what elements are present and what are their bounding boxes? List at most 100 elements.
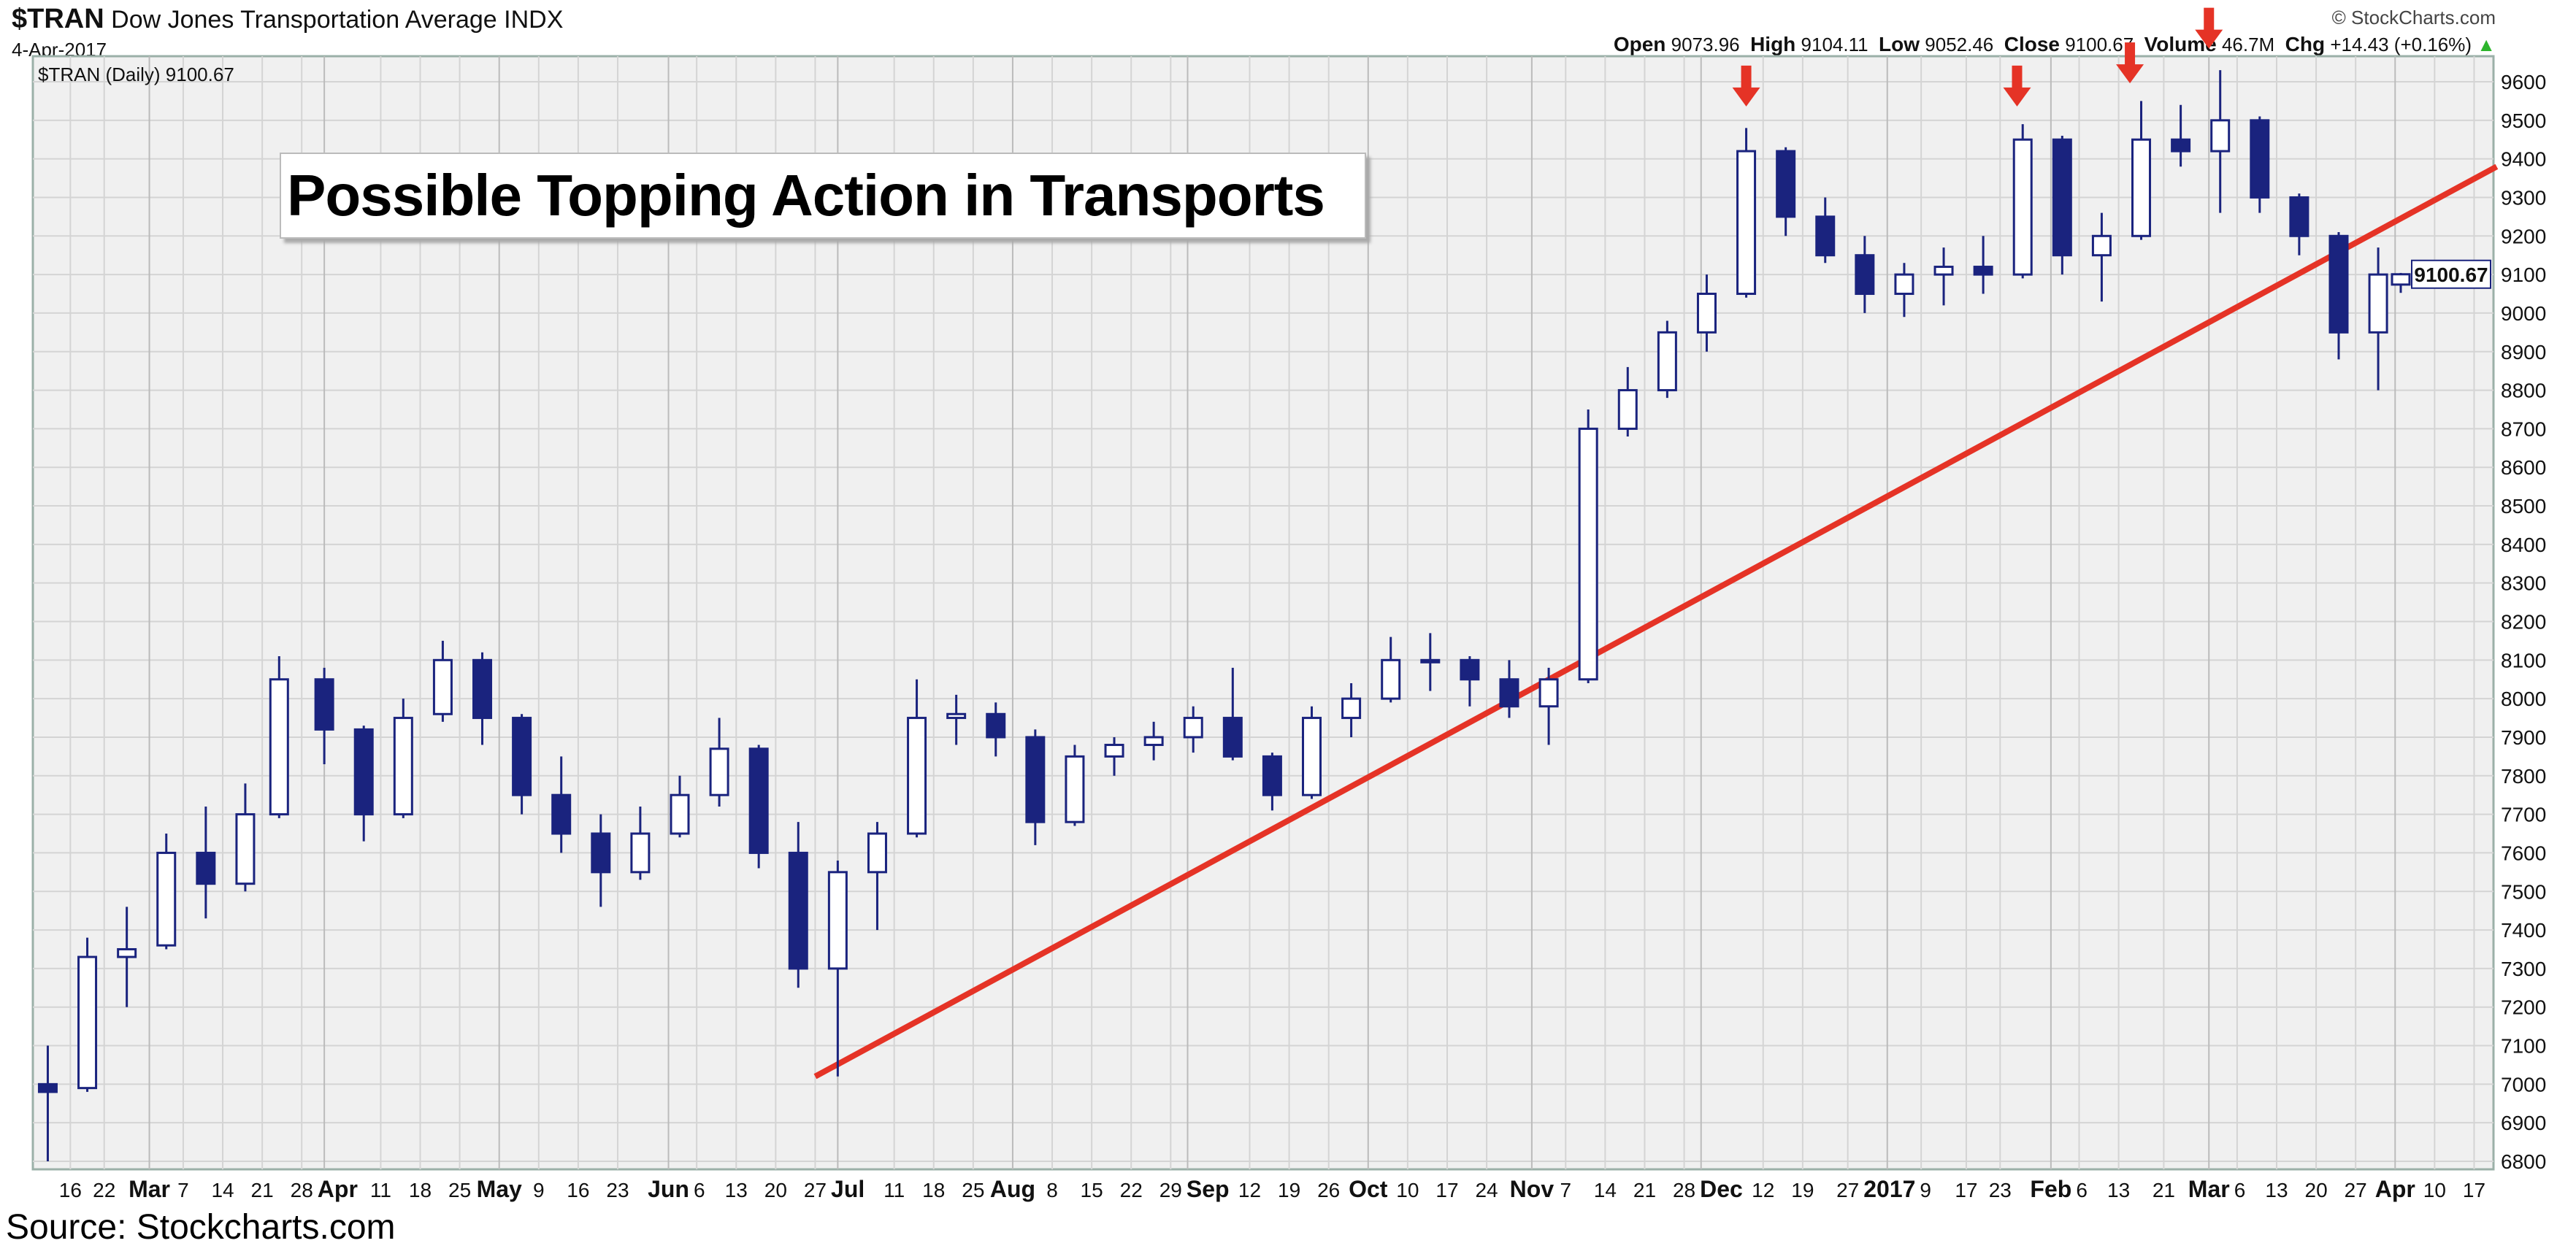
symbol: $TRAN bbox=[12, 4, 104, 34]
x-tick-label: Feb bbox=[2030, 1176, 2071, 1202]
x-tick-label: 28 bbox=[291, 1179, 313, 1201]
x-tick-label: 16 bbox=[59, 1179, 82, 1201]
down-arrow-marker bbox=[2116, 42, 2144, 84]
candle-body bbox=[2131, 138, 2152, 237]
x-tick-label: 10 bbox=[1396, 1179, 1419, 1201]
candle-body bbox=[630, 832, 651, 874]
candle-body bbox=[2391, 273, 2411, 286]
y-tick-label: 8400 bbox=[2501, 534, 2546, 556]
candle-body bbox=[37, 1082, 58, 1093]
y-tick-label: 9100 bbox=[2501, 264, 2546, 286]
down-arrow-marker bbox=[2195, 7, 2223, 49]
x-tick-label: 25 bbox=[962, 1179, 984, 1201]
candle-body bbox=[512, 717, 532, 796]
last-price-label: 9100.67 bbox=[2414, 264, 2488, 286]
y-tick-label: 7100 bbox=[2501, 1035, 2546, 1058]
x-tick-label: 22 bbox=[93, 1179, 115, 1201]
y-tick-label: 7600 bbox=[2501, 842, 2546, 864]
y-tick-label: 8500 bbox=[2501, 495, 2546, 518]
x-tick-label: May bbox=[477, 1176, 522, 1202]
ohlc-summary: Open 9073.96 High 9104.11 Low 9052.46 Cl… bbox=[1614, 33, 2496, 56]
x-tick-label: 22 bbox=[1120, 1179, 1143, 1201]
low-value: 9052.46 bbox=[1925, 34, 1994, 55]
candle-body bbox=[1183, 717, 1203, 739]
x-tick-label: 17 bbox=[1435, 1179, 1458, 1201]
x-tick-label: 13 bbox=[725, 1179, 748, 1201]
candle-body bbox=[551, 793, 572, 835]
x-tick-label: 29 bbox=[1159, 1179, 1182, 1201]
y-tick-label: 7000 bbox=[2501, 1073, 2546, 1096]
x-tick-label: 27 bbox=[804, 1179, 827, 1201]
y-tick-label: 7800 bbox=[2501, 765, 2546, 788]
candle-body bbox=[827, 871, 848, 970]
x-tick-label: 13 bbox=[2265, 1179, 2288, 1201]
candle-body bbox=[472, 658, 493, 720]
x-tick-label: 14 bbox=[1594, 1179, 1617, 1201]
x-tick-label: Sep bbox=[1187, 1176, 1230, 1202]
x-tick-label: Apr bbox=[318, 1176, 358, 1202]
chg-label: Chg bbox=[2285, 33, 2326, 55]
x-tick-label: 7 bbox=[177, 1179, 189, 1201]
candle-body bbox=[1538, 678, 1559, 708]
candle-body bbox=[393, 717, 413, 816]
x-tick-label: 23 bbox=[606, 1179, 629, 1201]
x-tick-label: 27 bbox=[2345, 1179, 2367, 1201]
candle-body bbox=[2250, 119, 2270, 199]
candle-body bbox=[1420, 658, 1441, 663]
candle-body bbox=[1262, 755, 1282, 796]
candle-body bbox=[1776, 150, 1796, 218]
open-value: 9073.96 bbox=[1671, 34, 1740, 55]
candle-body bbox=[77, 955, 98, 1090]
candle-body bbox=[432, 658, 453, 715]
down-arrow-marker bbox=[1732, 65, 1760, 107]
x-tick-label: 20 bbox=[2305, 1179, 2328, 1201]
y-tick-label: 9200 bbox=[2501, 225, 2546, 247]
annotation-box: Possible Topping Action in Transports bbox=[280, 153, 1366, 239]
y-tick-label: 9400 bbox=[2501, 148, 2546, 171]
y-tick-label: 8700 bbox=[2501, 418, 2546, 440]
y-tick-label: 7900 bbox=[2501, 726, 2546, 749]
y-tick-label: 8100 bbox=[2501, 649, 2546, 672]
x-tick-label: 15 bbox=[1081, 1179, 1103, 1201]
candle-body bbox=[2012, 138, 2033, 276]
x-tick-label: 20 bbox=[764, 1179, 787, 1201]
y-tick-label: 8800 bbox=[2501, 380, 2546, 402]
x-tick-label: 25 bbox=[448, 1179, 471, 1201]
x-tick-label: 21 bbox=[1633, 1179, 1656, 1201]
chg-value: +14.43 (+0.16%) bbox=[2330, 34, 2472, 55]
up-arrow-icon: ▲ bbox=[2477, 34, 2496, 55]
x-tick-label: 23 bbox=[1989, 1179, 2012, 1201]
candle-body bbox=[1065, 755, 1085, 823]
x-tick-label: 18 bbox=[409, 1179, 432, 1201]
candle-body bbox=[2171, 138, 2191, 153]
high-label: High bbox=[1750, 33, 1796, 55]
y-tick-label: 7400 bbox=[2501, 919, 2546, 942]
low-label: Low bbox=[1879, 33, 1920, 55]
x-tick-label: Jul bbox=[831, 1176, 865, 1202]
candle-body bbox=[2091, 234, 2112, 257]
x-tick-label: 10 bbox=[2423, 1179, 2446, 1201]
annotation-title: Possible Topping Action in Transports bbox=[287, 163, 1325, 228]
close-value: 9100.67 bbox=[2065, 34, 2134, 55]
x-tick-label: Apr bbox=[2375, 1176, 2415, 1202]
candle-body bbox=[591, 832, 611, 874]
x-tick-label: 21 bbox=[251, 1179, 274, 1201]
trendline bbox=[813, 164, 2499, 1080]
x-tick-label: 12 bbox=[1238, 1179, 1261, 1201]
x-tick-label: 26 bbox=[1317, 1179, 1340, 1201]
y-tick-label: 6900 bbox=[2501, 1112, 2546, 1134]
candle-body bbox=[1341, 697, 1362, 720]
x-tick-label: 7 bbox=[1560, 1179, 1571, 1201]
x-tick-label: 24 bbox=[1475, 1179, 1498, 1201]
x-tick-label: 12 bbox=[1752, 1179, 1774, 1201]
y-tick-label: 9300 bbox=[2501, 186, 2546, 209]
y-tick-label: 8600 bbox=[2501, 456, 2546, 479]
y-tick-label: 8200 bbox=[2501, 611, 2546, 634]
x-tick-label: Aug bbox=[990, 1176, 1035, 1202]
candle-body bbox=[2368, 273, 2388, 334]
candle-body bbox=[2052, 138, 2072, 257]
chart-heading: $TRAN Dow Jones Transportation Average I… bbox=[12, 4, 563, 35]
y-tick-label: 8900 bbox=[2501, 341, 2546, 363]
x-tick-label: 28 bbox=[1673, 1179, 1695, 1201]
